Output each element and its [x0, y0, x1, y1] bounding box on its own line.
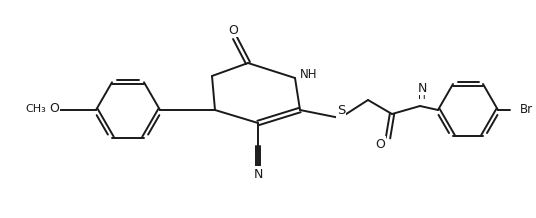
Text: CH₃: CH₃: [26, 104, 47, 114]
Text: N: N: [418, 82, 427, 94]
Text: S: S: [337, 104, 345, 118]
Text: NH: NH: [300, 68, 318, 80]
Text: O: O: [49, 102, 59, 116]
Text: H: H: [418, 91, 426, 101]
Text: O: O: [375, 138, 385, 150]
Text: N: N: [254, 167, 263, 181]
Text: Br: Br: [520, 104, 533, 116]
Text: O: O: [228, 24, 238, 36]
